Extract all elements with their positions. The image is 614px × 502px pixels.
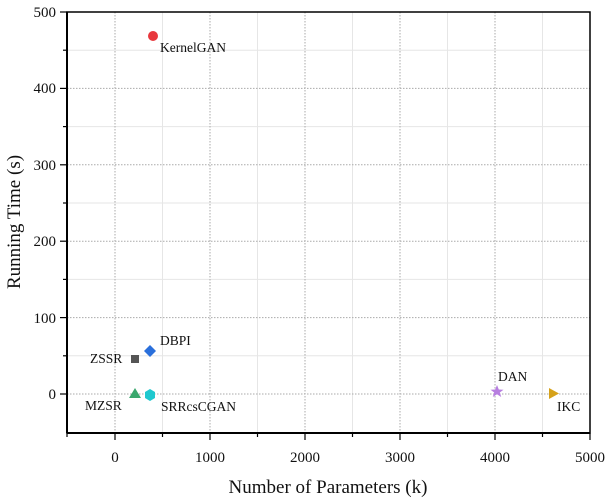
srrcscgan-marker-hexagon-icon (145, 389, 155, 401)
ikc-marker-triangle-right-icon (549, 388, 559, 399)
point-labels: KernelGAN DBPI ZSSR MZSR SRRcsCGAN DAN I… (85, 40, 580, 414)
dan-marker-star-icon (490, 385, 504, 397)
y-tick-label: 100 (34, 311, 57, 327)
kernelgan-marker-circle-icon (148, 31, 158, 41)
x-axis-title: Number of Parameters (k) (229, 477, 428, 498)
y-tick-label: 0 (49, 387, 57, 403)
minor-grid (67, 12, 590, 433)
y-tick-labels: 0 100 200 300 400 500 (34, 5, 57, 403)
dbpi-marker-diamond-icon (144, 345, 156, 357)
point-label-srrcscgan: SRRcsCGAN (161, 399, 236, 414)
x-tick-label: 2000 (290, 450, 320, 466)
x-tick-label: 0 (111, 450, 119, 466)
y-axis-title: Running Time (s) (4, 155, 25, 289)
point-label-dbpi: DBPI (160, 333, 191, 348)
x-tick-labels: 0 1000 2000 3000 4000 5000 (111, 450, 605, 466)
y-tick-label: 400 (34, 81, 57, 97)
point-label-dan: DAN (498, 369, 527, 384)
point-label-ikc: IKC (557, 399, 580, 414)
y-tick-label: 500 (34, 5, 57, 21)
data-points (129, 31, 559, 401)
mzsr-marker-triangle-icon (129, 388, 141, 398)
point-label-mzsr: MZSR (85, 398, 122, 413)
y-tick-label: 200 (34, 234, 57, 250)
x-tick-label: 4000 (480, 450, 510, 466)
y-ticks (60, 11, 67, 395)
y-tick-label: 300 (34, 158, 57, 174)
zssr-marker-square-icon (131, 355, 139, 363)
point-label-kernelgan: KernelGAN (160, 40, 226, 55)
x-ticks (66, 433, 591, 440)
x-tick-label: 3000 (385, 450, 415, 466)
x-tick-label: 5000 (575, 450, 605, 466)
point-label-zssr: ZSSR (90, 351, 122, 366)
x-tick-label: 1000 (195, 450, 225, 466)
